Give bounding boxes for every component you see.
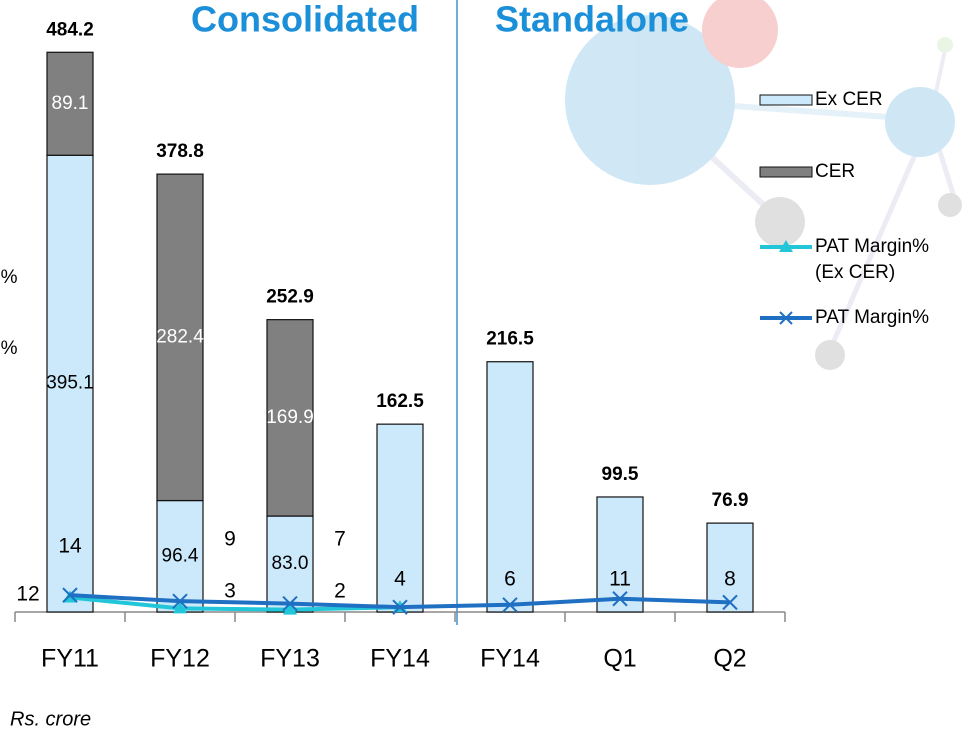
total-label: 76.9 xyxy=(712,490,749,511)
data-label: 11 xyxy=(609,568,631,591)
page: Consolidated Standalone n% n% Rs. crore … xyxy=(0,0,965,735)
total-label: 484.2 xyxy=(46,19,94,40)
x-tick-label: FY14 xyxy=(480,645,540,673)
legend-label: PAT Margin% xyxy=(815,305,955,331)
data-label: 4 xyxy=(394,568,406,591)
data-label: 9 xyxy=(224,528,236,551)
data-label: 83.0 xyxy=(272,553,309,574)
data-label: 395.1 xyxy=(46,373,94,394)
annotation: n% xyxy=(0,267,18,288)
x-tick-label: FY12 xyxy=(150,645,210,673)
total-label: 216.5 xyxy=(486,329,534,350)
legend-label: Ex CER xyxy=(815,87,955,113)
data-label: 7 xyxy=(334,528,346,551)
total-label: 162.5 xyxy=(376,391,424,412)
total-label: 378.8 xyxy=(156,141,204,162)
total-label: 99.5 xyxy=(602,464,639,485)
legend-swatch xyxy=(760,167,812,177)
legend-label: PAT Margin% (Ex CER) xyxy=(815,234,955,286)
x-tick-label: FY14 xyxy=(370,645,430,673)
legend-swatch xyxy=(760,95,812,105)
x-tick-label: Q1 xyxy=(603,645,636,673)
data-label: 3 xyxy=(224,580,236,603)
section-title: Consolidated xyxy=(191,0,419,40)
data-label: 14 xyxy=(58,535,82,558)
data-label: 169.9 xyxy=(266,407,314,428)
data-label: 6 xyxy=(504,568,516,591)
note: Rs. crore xyxy=(10,708,91,730)
legend-label: CER xyxy=(815,159,955,185)
annotation: n% xyxy=(0,338,18,359)
data-label: 89.1 xyxy=(52,93,89,114)
x-tick-label: FY11 xyxy=(41,645,99,673)
data-label: 96.4 xyxy=(162,545,199,566)
x-tick-label: Q2 xyxy=(713,645,746,673)
data-label: 8 xyxy=(724,568,736,591)
section-title: Standalone xyxy=(495,0,689,40)
data-label: 282.4 xyxy=(156,326,204,347)
total-label: 252.9 xyxy=(266,287,314,308)
x-tick-label: FY13 xyxy=(260,645,320,673)
bar-segment xyxy=(597,497,643,612)
data-label: 2 xyxy=(334,580,346,603)
data-label: 12 xyxy=(16,583,39,606)
